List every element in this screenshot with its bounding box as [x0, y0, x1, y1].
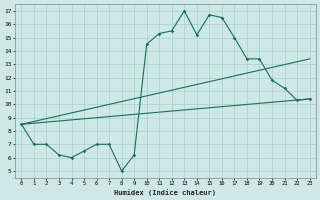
- X-axis label: Humidex (Indice chaleur): Humidex (Indice chaleur): [115, 189, 217, 196]
